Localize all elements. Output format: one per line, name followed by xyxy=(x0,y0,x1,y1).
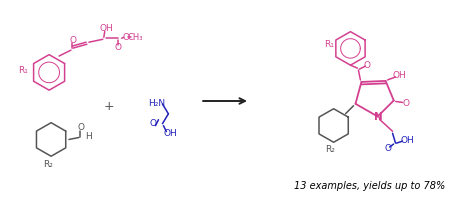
Text: H₂N: H₂N xyxy=(148,99,165,108)
Text: R₁: R₁ xyxy=(324,40,334,49)
Text: O: O xyxy=(70,36,76,45)
Text: OH: OH xyxy=(100,24,114,33)
Text: CH₃: CH₃ xyxy=(128,33,143,42)
Text: O: O xyxy=(384,144,391,153)
Text: O: O xyxy=(402,99,409,108)
Text: O: O xyxy=(364,61,371,70)
Text: O: O xyxy=(114,43,121,52)
Text: OH: OH xyxy=(392,72,406,80)
Text: N: N xyxy=(374,113,383,122)
Text: O: O xyxy=(122,33,129,42)
Text: 13 examples, yields up to 78%: 13 examples, yields up to 78% xyxy=(293,181,445,191)
Text: R₂: R₂ xyxy=(325,145,335,154)
Text: OH: OH xyxy=(401,136,414,145)
Text: O: O xyxy=(150,119,157,128)
Text: +: + xyxy=(103,100,114,113)
Text: R₁: R₁ xyxy=(18,66,28,75)
Text: R₂: R₂ xyxy=(43,160,53,169)
Text: H: H xyxy=(85,132,92,141)
Text: OH: OH xyxy=(164,129,177,138)
Text: O: O xyxy=(77,123,84,132)
